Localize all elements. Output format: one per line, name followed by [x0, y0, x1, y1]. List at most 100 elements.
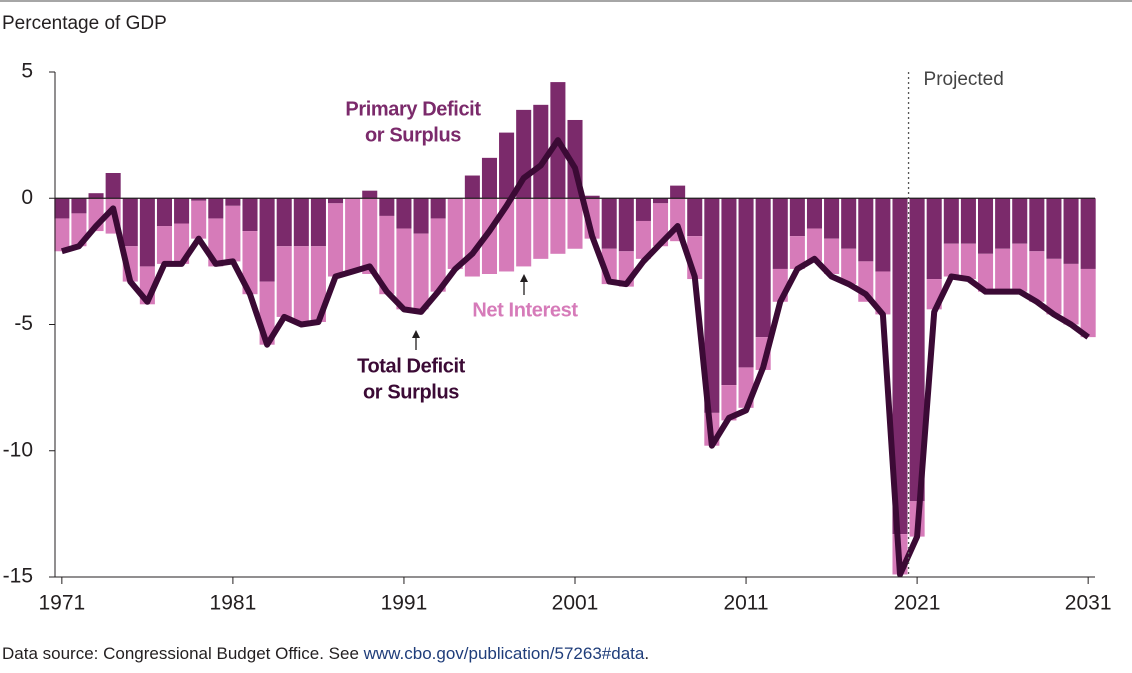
bar — [122, 198, 138, 247]
bar — [1046, 258, 1062, 315]
bar — [892, 198, 908, 535]
bar — [635, 198, 651, 221]
series-label: Net Interest — [472, 299, 578, 321]
bar — [618, 198, 634, 252]
bar — [1080, 198, 1096, 269]
bar — [516, 198, 532, 267]
bar — [755, 198, 771, 338]
bar — [54, 198, 70, 219]
bar — [310, 198, 326, 247]
bar — [533, 104, 549, 199]
series-label: or Surplus — [365, 124, 461, 146]
source-text: Data source: Congressional Budget Office… — [2, 644, 364, 663]
x-tick-label: 2021 — [894, 592, 941, 615]
bar — [208, 198, 224, 219]
bar — [1012, 198, 1028, 244]
bar — [653, 198, 669, 204]
bar — [550, 198, 566, 254]
bar — [379, 215, 395, 295]
x-tick-label: 1981 — [210, 592, 257, 615]
bar — [54, 218, 70, 252]
bar — [481, 157, 497, 199]
x-tick-label: 1991 — [381, 592, 428, 615]
bar — [1063, 263, 1079, 325]
bar — [687, 198, 703, 237]
bar — [174, 198, 190, 224]
bar — [824, 198, 840, 239]
bar — [259, 198, 275, 282]
bar — [601, 198, 617, 249]
bar — [978, 253, 994, 292]
bar — [276, 246, 292, 317]
bar — [995, 248, 1011, 292]
bar — [670, 185, 686, 199]
bar — [464, 175, 480, 199]
bar — [635, 220, 651, 259]
bar — [156, 198, 172, 227]
bar — [1046, 198, 1062, 259]
y-tick-label: -10 — [3, 438, 33, 461]
bar — [978, 198, 994, 254]
bar — [481, 198, 497, 274]
series-label: Primary Deficit — [345, 98, 481, 120]
bar — [875, 271, 891, 315]
bar — [960, 198, 976, 244]
y-tick-label: 0 — [21, 186, 33, 209]
bar — [738, 198, 754, 368]
bar — [806, 228, 822, 262]
y-tick-label: -5 — [14, 312, 33, 335]
bar — [858, 198, 874, 262]
bar — [1063, 198, 1079, 264]
bar — [293, 198, 309, 247]
bar — [225, 198, 241, 206]
bar — [995, 198, 1011, 249]
bar — [396, 198, 412, 229]
bar — [841, 198, 857, 249]
bar — [156, 226, 172, 264]
bar — [653, 203, 669, 247]
x-tick-label: 2001 — [552, 592, 599, 615]
source-link[interactable]: www.cbo.gov/publication/57263#data — [363, 644, 645, 663]
bar — [430, 218, 446, 292]
plot — [54, 82, 1096, 578]
x-tick-label: 1971 — [38, 592, 85, 615]
bar — [225, 205, 241, 262]
bar — [242, 198, 258, 232]
bar — [789, 236, 805, 269]
bar — [806, 198, 822, 229]
bar — [71, 198, 87, 214]
x-tick-label: 2011 — [723, 592, 768, 615]
bar — [567, 198, 583, 249]
bar — [499, 132, 515, 199]
bar — [413, 198, 429, 234]
bar — [430, 198, 446, 219]
chart-title: Percentage of GDP — [2, 13, 167, 34]
bar — [328, 198, 344, 204]
bar — [191, 198, 207, 201]
bar — [328, 203, 344, 277]
bar — [721, 198, 737, 386]
bar — [464, 198, 480, 277]
bar — [191, 200, 207, 239]
bar — [379, 198, 395, 216]
bar — [704, 198, 720, 413]
bar — [447, 198, 463, 269]
bar — [721, 385, 737, 421]
bar — [943, 243, 959, 277]
x-tick-label: 2031 — [1065, 592, 1112, 615]
bar — [362, 190, 378, 199]
series-label: or Surplus — [363, 381, 459, 403]
y-tick-label: -15 — [3, 565, 33, 588]
projection-label: Projected — [924, 69, 1004, 90]
bar — [789, 198, 805, 237]
bar — [841, 248, 857, 285]
bar — [875, 198, 891, 272]
bar — [139, 198, 155, 267]
series-label: Total Deficit — [357, 355, 466, 377]
total-line — [60, 137, 1090, 578]
bar — [909, 198, 925, 502]
source: Data source: Congressional Budget Office… — [2, 644, 649, 663]
bar — [362, 198, 378, 274]
bar — [772, 198, 788, 269]
